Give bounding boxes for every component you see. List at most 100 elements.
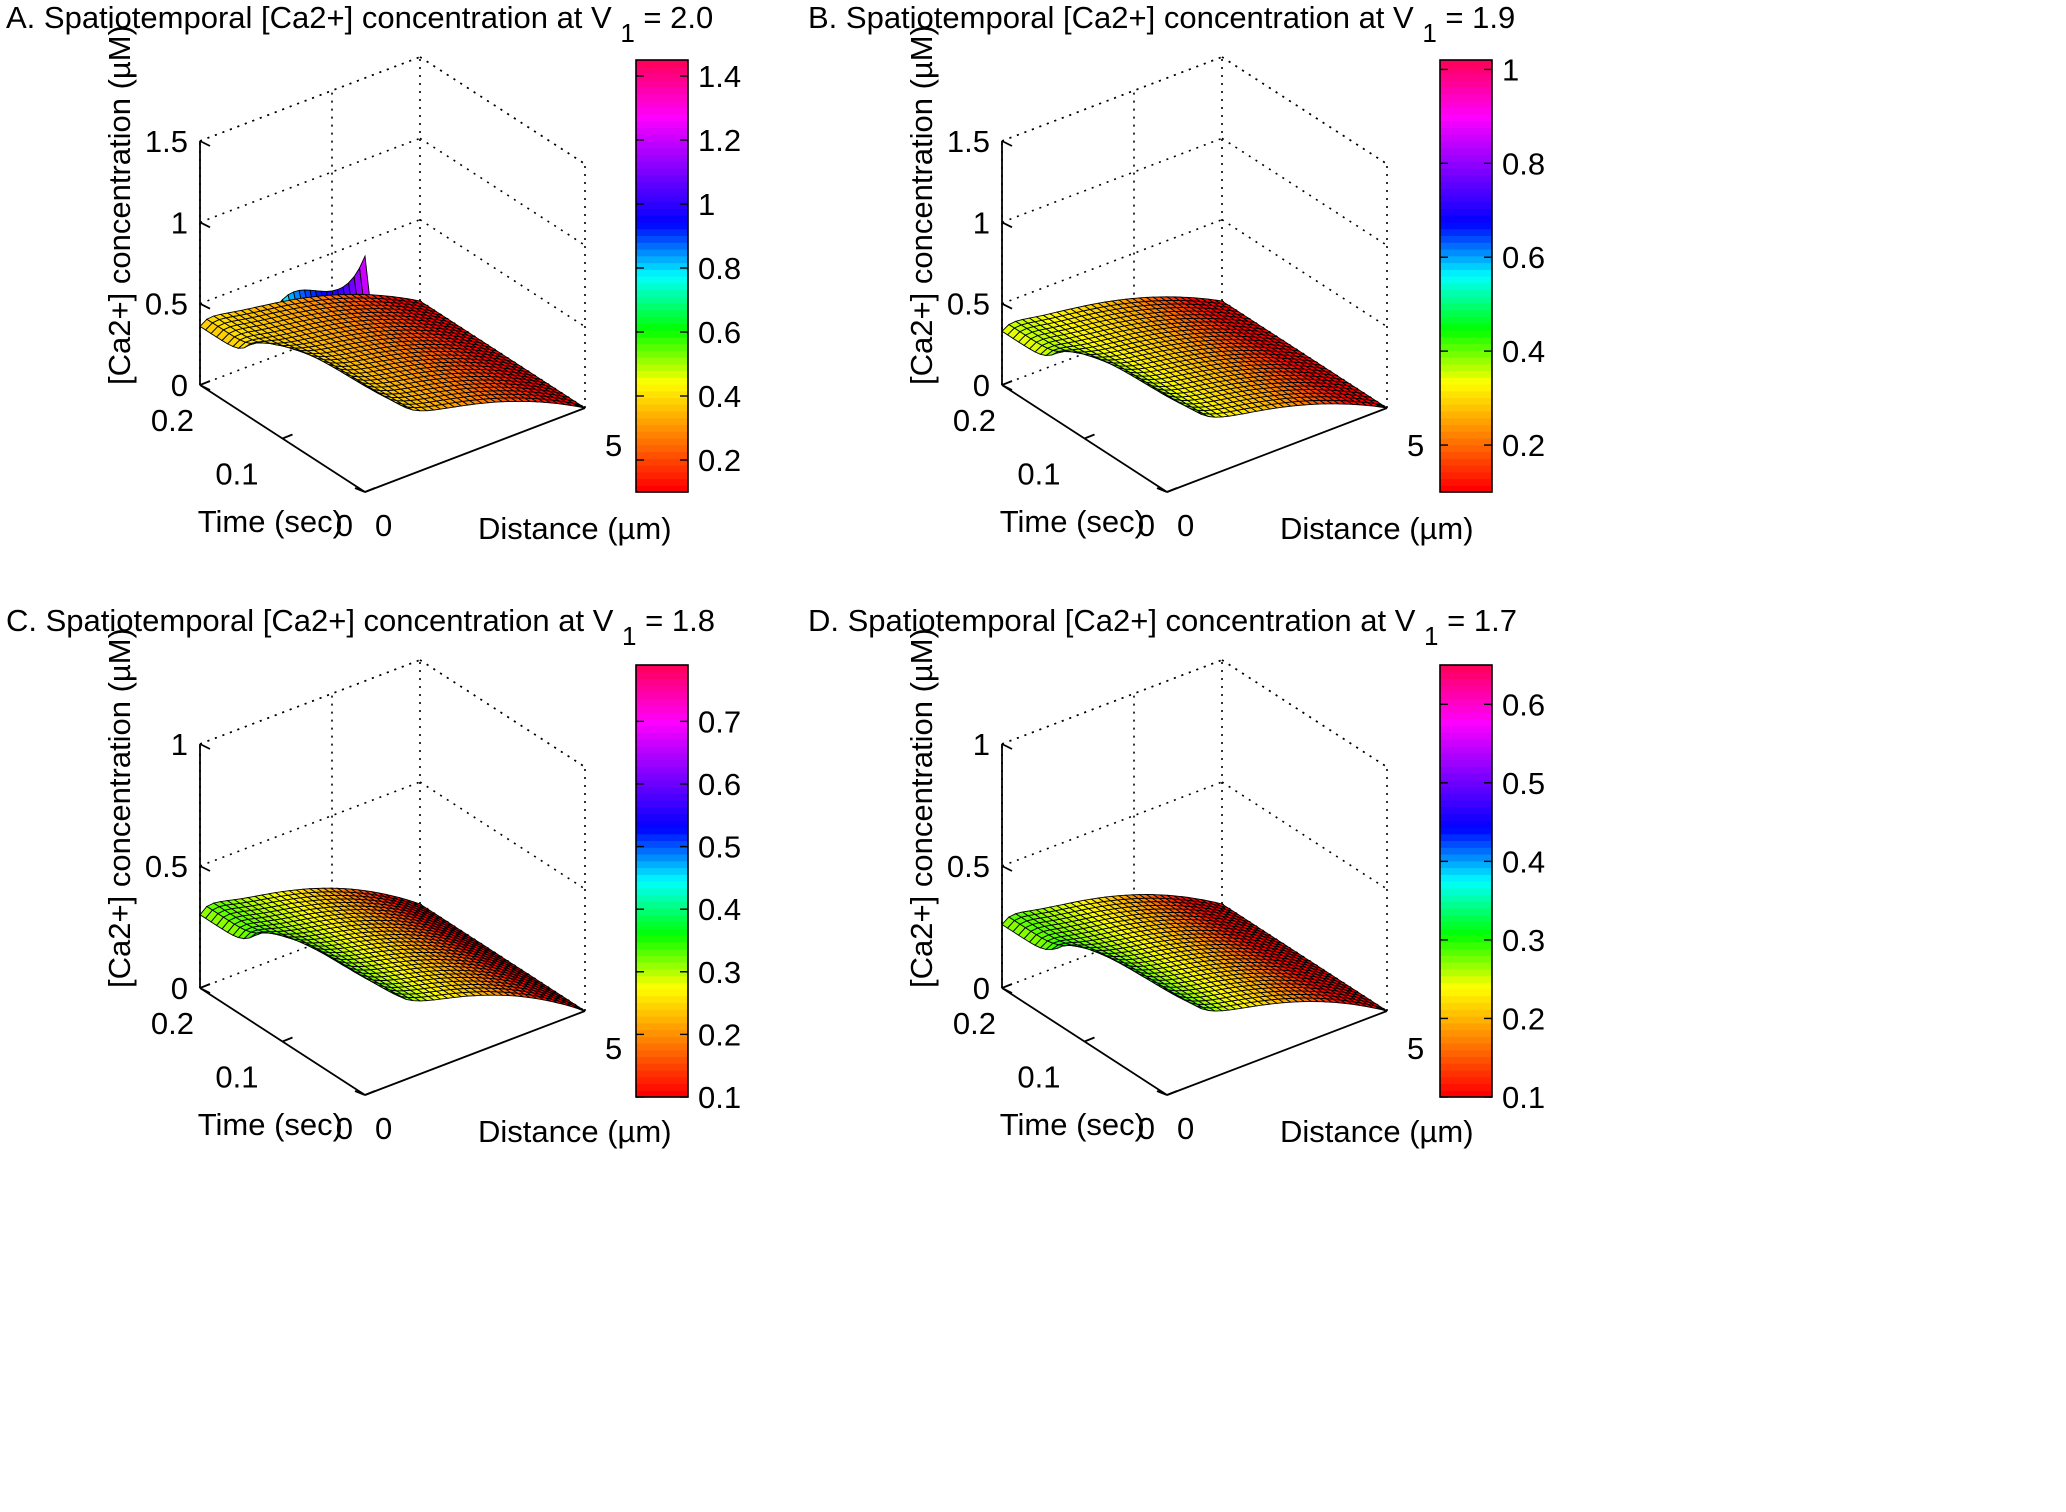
- time-tick-mark: [1084, 1036, 1095, 1043]
- distance-axis-line: [1166, 1010, 1388, 1096]
- colorbar-band: [636, 80, 688, 88]
- colorbar-band: [636, 296, 688, 304]
- z-tick-label: 0.5: [145, 849, 188, 884]
- z-tick-mark: [1001, 140, 1013, 147]
- colorbar-band: [1440, 228, 1492, 237]
- time-tick-label: 0.2: [151, 1006, 194, 1041]
- colorbar-band: [1440, 901, 1492, 909]
- colorbar-band: [1440, 289, 1492, 297]
- colorbar-band: [636, 431, 688, 439]
- distance-axis-label: Distance (µm): [1280, 511, 1474, 546]
- colorbar-band: [636, 478, 688, 486]
- z-axis-label: [Ca2+] concentration (µM): [904, 628, 939, 988]
- colorbar-band: [636, 928, 688, 936]
- colorbar-band: [636, 451, 688, 459]
- colorbar-band: [1440, 1029, 1492, 1037]
- colorbar-band: [1440, 478, 1492, 486]
- colorbar-band: [1440, 1043, 1492, 1051]
- colorbar-band: [1440, 161, 1492, 169]
- colorbar-band: [636, 1070, 688, 1078]
- z-axis-label: [Ca2+] concentration (µM): [102, 25, 137, 385]
- colorbar: 0.1 0.2 0.3 0.4 0.5 0.6: [1439, 664, 1545, 1115]
- colorbar-tick-label: 1: [1502, 52, 1519, 87]
- colorbar-band: [1440, 296, 1492, 304]
- colorbar-band: [1440, 66, 1492, 75]
- colorbar-band: [1440, 820, 1492, 828]
- colorbar-band: [636, 685, 688, 693]
- z-tick-mark: [199, 743, 211, 750]
- panel-c: C. Spatiotemporal [Ca2+] concentration a…: [6, 603, 741, 1149]
- colorbar-band: [636, 269, 688, 277]
- colorbar-band: [636, 316, 688, 324]
- colorbar-band: [1440, 989, 1492, 997]
- colorbar-band: [1440, 397, 1492, 405]
- z-tick-mark: [199, 384, 211, 391]
- z-tick-mark: [1001, 221, 1013, 229]
- colorbar-band: [1440, 309, 1492, 318]
- time-tick-label: 0.1: [1017, 1060, 1060, 1095]
- colorbar-band: [636, 705, 688, 713]
- colorbar-band: [636, 235, 688, 243]
- z-tick-label: 1: [973, 727, 990, 762]
- colorbar-band: [636, 759, 688, 767]
- colorbar-band: [1440, 384, 1492, 392]
- colorbar-band: [636, 935, 688, 943]
- colorbar-band: [1440, 350, 1492, 358]
- panel-d: D. Spatiotemporal [Ca2+] concentration a…: [808, 603, 1545, 1149]
- colorbar-band: [1440, 134, 1492, 142]
- axes: [199, 140, 586, 493]
- colorbar-band: [636, 820, 688, 828]
- colorbar-band: [1440, 968, 1492, 977]
- colorbar-tick-label: 0.8: [698, 251, 741, 286]
- colorbar-band: [636, 773, 688, 781]
- colorbar-band: [636, 739, 688, 747]
- colorbar-band: [1440, 147, 1492, 156]
- colorbar-band: [636, 458, 688, 466]
- colorbar-band: [1440, 357, 1492, 365]
- colorbar-band: [1440, 336, 1492, 345]
- colorbar-band: [636, 1022, 688, 1031]
- z-tick-mark: [199, 302, 211, 310]
- colorbar-band: [636, 471, 688, 480]
- colorbar-band: [1440, 705, 1492, 713]
- colorbar-band: [1440, 935, 1492, 943]
- colorbar-band: [636, 1029, 688, 1037]
- colorbar-band: [1440, 1083, 1492, 1091]
- colorbar-band: [636, 746, 688, 754]
- colorbar-band: [1440, 330, 1492, 338]
- colorbar-band: [1440, 120, 1492, 129]
- colorbar-band: [1440, 323, 1492, 331]
- colorbar-band: [1440, 1022, 1492, 1031]
- colorbar: 0.2 0.4 0.6 0.8 1 1.2 1.4: [635, 59, 741, 493]
- grid-line: [1001, 137, 1223, 224]
- z-tick-label: 1: [171, 205, 188, 240]
- time-tick-mark: [282, 1036, 293, 1043]
- colorbar-band: [636, 100, 688, 108]
- colorbar-band: [1440, 881, 1492, 889]
- colorbar-band: [1440, 665, 1492, 673]
- z-axis-label: [Ca2+] concentration (µM): [904, 25, 939, 385]
- colorbar-band: [1440, 840, 1492, 848]
- grid-line: [199, 56, 421, 142]
- colorbar-band: [1440, 962, 1492, 970]
- z-tick-label: 0.5: [947, 287, 990, 322]
- colorbar-band: [1440, 975, 1492, 983]
- colorbar-band: [636, 894, 688, 902]
- colorbar-band: [636, 881, 688, 889]
- colorbar-band: [1440, 800, 1492, 808]
- colorbar-band: [636, 725, 688, 734]
- colorbar-band: [636, 1009, 688, 1017]
- distance-tick-label: 0: [1177, 508, 1194, 543]
- grid-line: [1001, 56, 1223, 142]
- colorbar-band: [636, 336, 688, 345]
- colorbar-band: [636, 712, 688, 720]
- colorbar-band: [636, 719, 688, 727]
- colorbar-band: [1440, 276, 1492, 284]
- time-tick-mark: [1084, 433, 1095, 440]
- distance-tick-label: 5: [605, 1031, 622, 1066]
- grid-line: [419, 781, 586, 890]
- colorbar-band: [636, 323, 688, 331]
- colorbar-band: [1440, 746, 1492, 754]
- colorbar-band: [1440, 827, 1492, 835]
- distance-tick-label: 5: [1407, 1031, 1424, 1066]
